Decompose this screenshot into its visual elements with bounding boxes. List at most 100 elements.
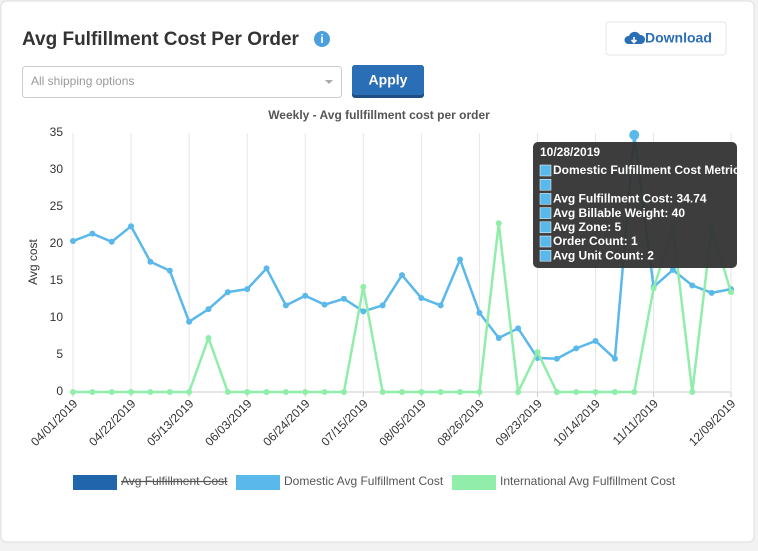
data-point [631, 389, 638, 395]
data-point [340, 389, 347, 395]
data-point [205, 306, 212, 313]
legend-item[interactable]: Avg Fulfillment Cost [73, 474, 228, 490]
data-point [515, 325, 522, 332]
legend-item[interactable]: Domestic Avg Fulfillment Cost [236, 474, 444, 490]
svg-text:i: i [320, 32, 323, 46]
tooltip-line: Order Count: 1 [553, 234, 638, 248]
dropdown-placeholder: All shipping options [31, 74, 134, 88]
legend: Avg Fulfillment Cost Domestic Avg Fulfill… [73, 474, 676, 490]
data-point [89, 389, 96, 395]
data-point [399, 389, 405, 395]
data-point [708, 289, 715, 296]
download-label: Download [645, 30, 712, 46]
tooltip-icon [539, 249, 552, 262]
data-point [592, 337, 599, 344]
data-point [89, 230, 96, 237]
data-point [379, 389, 386, 395]
data-point [495, 334, 502, 341]
y-tick-label: 0 [56, 384, 63, 398]
tooltip-box [533, 142, 737, 268]
legend-item[interactable]: International Avg Fulfillment Cost [452, 474, 676, 490]
y-tick-label: 5 [56, 347, 63, 361]
data-point [728, 289, 734, 296]
shipping-dropdown[interactable]: All shipping options [22, 66, 342, 98]
data-point [321, 389, 328, 395]
data-point [650, 285, 657, 292]
y-tick-label: 25 [50, 199, 64, 213]
data-point [186, 389, 193, 395]
data-point [70, 238, 76, 245]
data-point [437, 302, 444, 309]
data-point [340, 295, 347, 302]
data-point [70, 389, 76, 395]
legend-swatch [452, 475, 496, 490]
data-point [302, 292, 309, 299]
data-point [379, 302, 386, 309]
y-tick-label: 20 [50, 236, 64, 250]
tooltip-title: 10/28/2019 [540, 145, 600, 159]
data-point [476, 389, 483, 395]
data-point [495, 220, 502, 227]
data-point [166, 267, 173, 274]
data-point [515, 389, 522, 395]
tooltip-line: Avg Fulfillment Cost: 34.74 [553, 192, 707, 206]
tooltip-icon [539, 193, 552, 205]
data-point [689, 282, 696, 289]
data-point [282, 389, 289, 395]
data-point [128, 223, 135, 230]
data-point [553, 355, 560, 362]
tooltip-icon [539, 164, 552, 177]
data-point [224, 289, 231, 296]
legend-swatch [236, 475, 280, 490]
data-point [321, 301, 328, 308]
data-point [302, 389, 309, 395]
data-point [166, 389, 173, 395]
data-point [629, 129, 640, 140]
data-point [573, 345, 580, 352]
data-point [592, 389, 599, 395]
data-point [689, 389, 696, 395]
y-tick-label: 10 [50, 310, 64, 324]
data-point [147, 258, 154, 265]
tooltip-icon [539, 221, 552, 234]
data-point [457, 256, 464, 263]
tooltip-icon [539, 178, 552, 191]
y-tick-label: 35 [50, 125, 64, 139]
data-point [437, 389, 444, 395]
plot [70, 129, 734, 397]
apply-button[interactable]: Apply [352, 65, 424, 98]
apply-label: Apply [369, 72, 408, 88]
data-point [669, 266, 676, 273]
y-tick-label: 15 [50, 273, 64, 287]
tooltip-line: Avg Billable Weight: 40 [553, 206, 685, 220]
legend-label: International Avg Fulfillment Cost [500, 474, 676, 488]
legend-swatch [73, 475, 117, 490]
legend-label: Domestic Avg Fulfillment Cost [284, 474, 444, 488]
data-point [108, 389, 115, 395]
data-point [399, 272, 405, 279]
data-point [611, 355, 618, 362]
data-point [224, 389, 231, 395]
legend-label: Avg Fulfillment Cost [121, 474, 228, 488]
chart-title: Weekly - Avg fullfillment cost per order [268, 108, 490, 122]
tooltip-icon [539, 235, 552, 248]
tooltip-icon [539, 207, 552, 219]
data-point [553, 389, 560, 395]
tooltip-line: Domestic Fulfillment Cost Metrics [553, 163, 747, 177]
data-point [457, 389, 464, 395]
data-point [360, 308, 367, 315]
data-point [147, 389, 154, 395]
download-button[interactable]: Download [605, 21, 727, 56]
data-point [360, 283, 367, 290]
tooltip-line: Avg Zone: 5 [553, 220, 622, 234]
info-icon[interactable]: i [314, 31, 330, 47]
y-axis-label: Avg cost [26, 238, 40, 284]
y-tick-label: 30 [50, 162, 64, 176]
data-point [186, 318, 193, 325]
data-point [282, 302, 289, 309]
data-point [263, 265, 270, 272]
data-point [205, 334, 212, 341]
data-point [418, 295, 425, 302]
data-point [263, 389, 270, 395]
